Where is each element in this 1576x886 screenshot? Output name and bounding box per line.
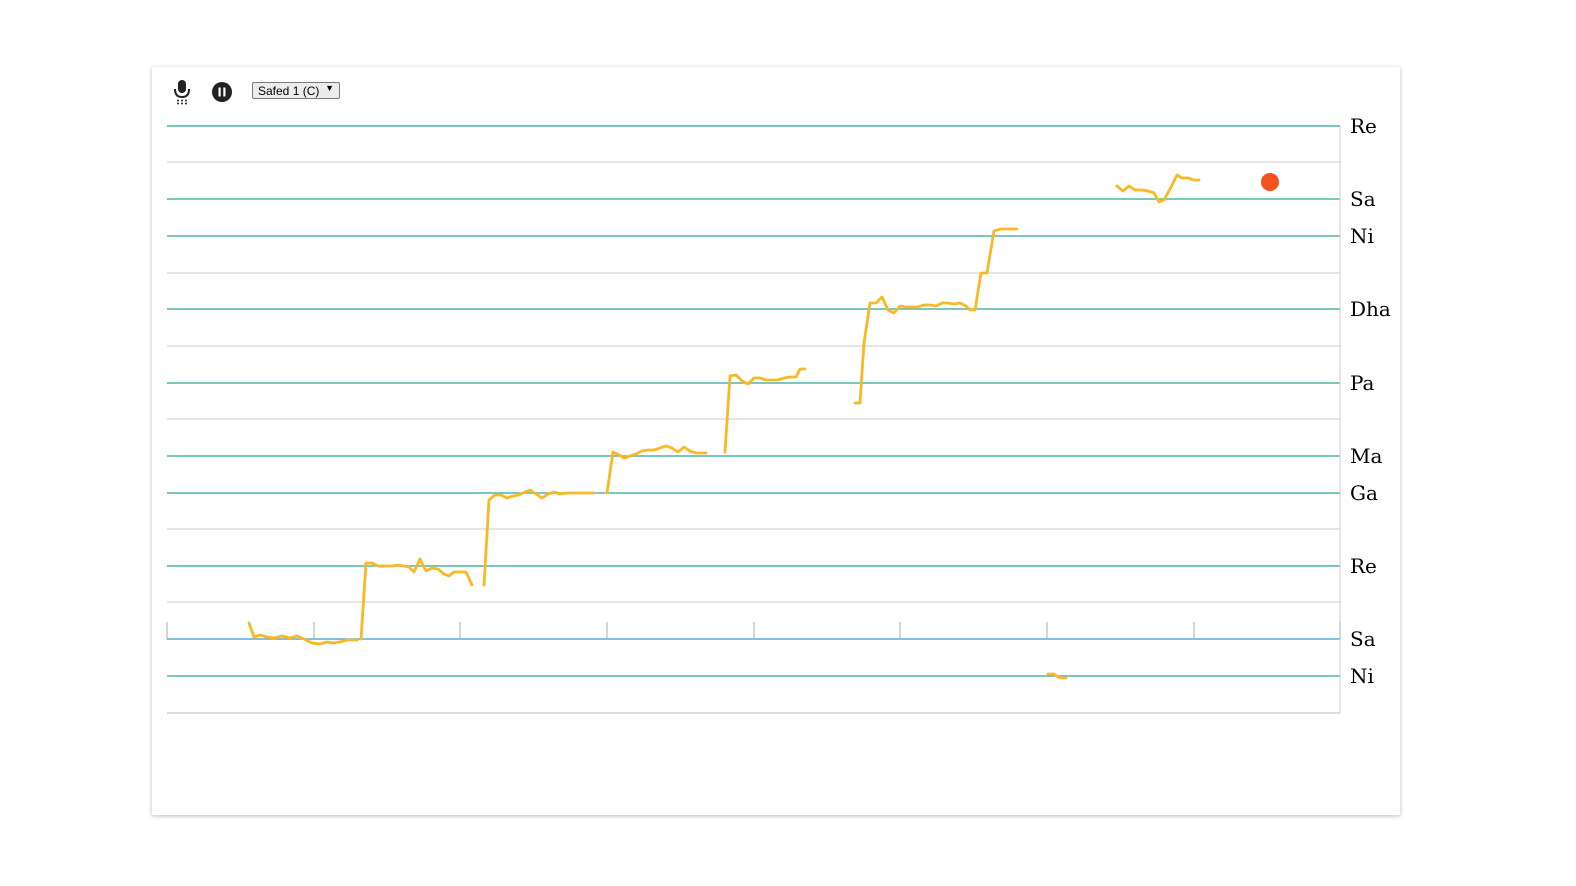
swara-label-dha: Dha	[1350, 297, 1391, 321]
swara-label-ga: Ga	[1350, 481, 1378, 505]
swara-label-ni: Ni	[1350, 224, 1374, 248]
current-pitch-marker	[1261, 173, 1279, 191]
swara-label-sa-upper: Sa	[1350, 187, 1376, 211]
swara-label-re-upper: Re	[1350, 114, 1377, 138]
grid	[167, 125, 1341, 714]
pitch-segment	[1046, 672, 1068, 680]
pitch-segment	[1115, 173, 1201, 204]
tonic-select-value: Safed 1 (C)	[258, 84, 320, 98]
pitch-segment	[359, 557, 474, 641]
pitch-tracker-panel: Safed 1 (C) ▼	[152, 67, 1400, 815]
toolbar: Safed 1 (C) ▼	[152, 67, 1400, 115]
pitch-segment	[605, 444, 708, 495]
pitch-trace	[247, 173, 1201, 680]
swara-label-ma: Ma	[1350, 444, 1382, 468]
swara-label-pa: Pa	[1350, 371, 1375, 395]
chevron-down-icon: ▼	[325, 83, 334, 93]
pitch-segment	[482, 488, 596, 587]
swara-labels: Re Sa Ni Dha Pa Ma Ga Re Sa Ni	[1350, 114, 1391, 688]
pause-icon[interactable]	[211, 81, 233, 103]
x-axis	[166, 622, 1341, 639]
pitch-segment	[853, 227, 1019, 405]
swara-label-ni-lower: Ni	[1350, 664, 1374, 688]
microphone-icon[interactable]	[170, 79, 194, 105]
swara-label-sa: Sa	[1350, 627, 1376, 651]
tonic-select[interactable]: Safed 1 (C) ▼	[252, 82, 340, 99]
pitch-segment	[247, 621, 359, 646]
swara-label-re: Re	[1350, 554, 1377, 578]
pitch-segment	[723, 367, 807, 454]
pitch-chart: Re Sa Ni Dha Pa Ma Ga Re Sa Ni	[166, 114, 1391, 714]
